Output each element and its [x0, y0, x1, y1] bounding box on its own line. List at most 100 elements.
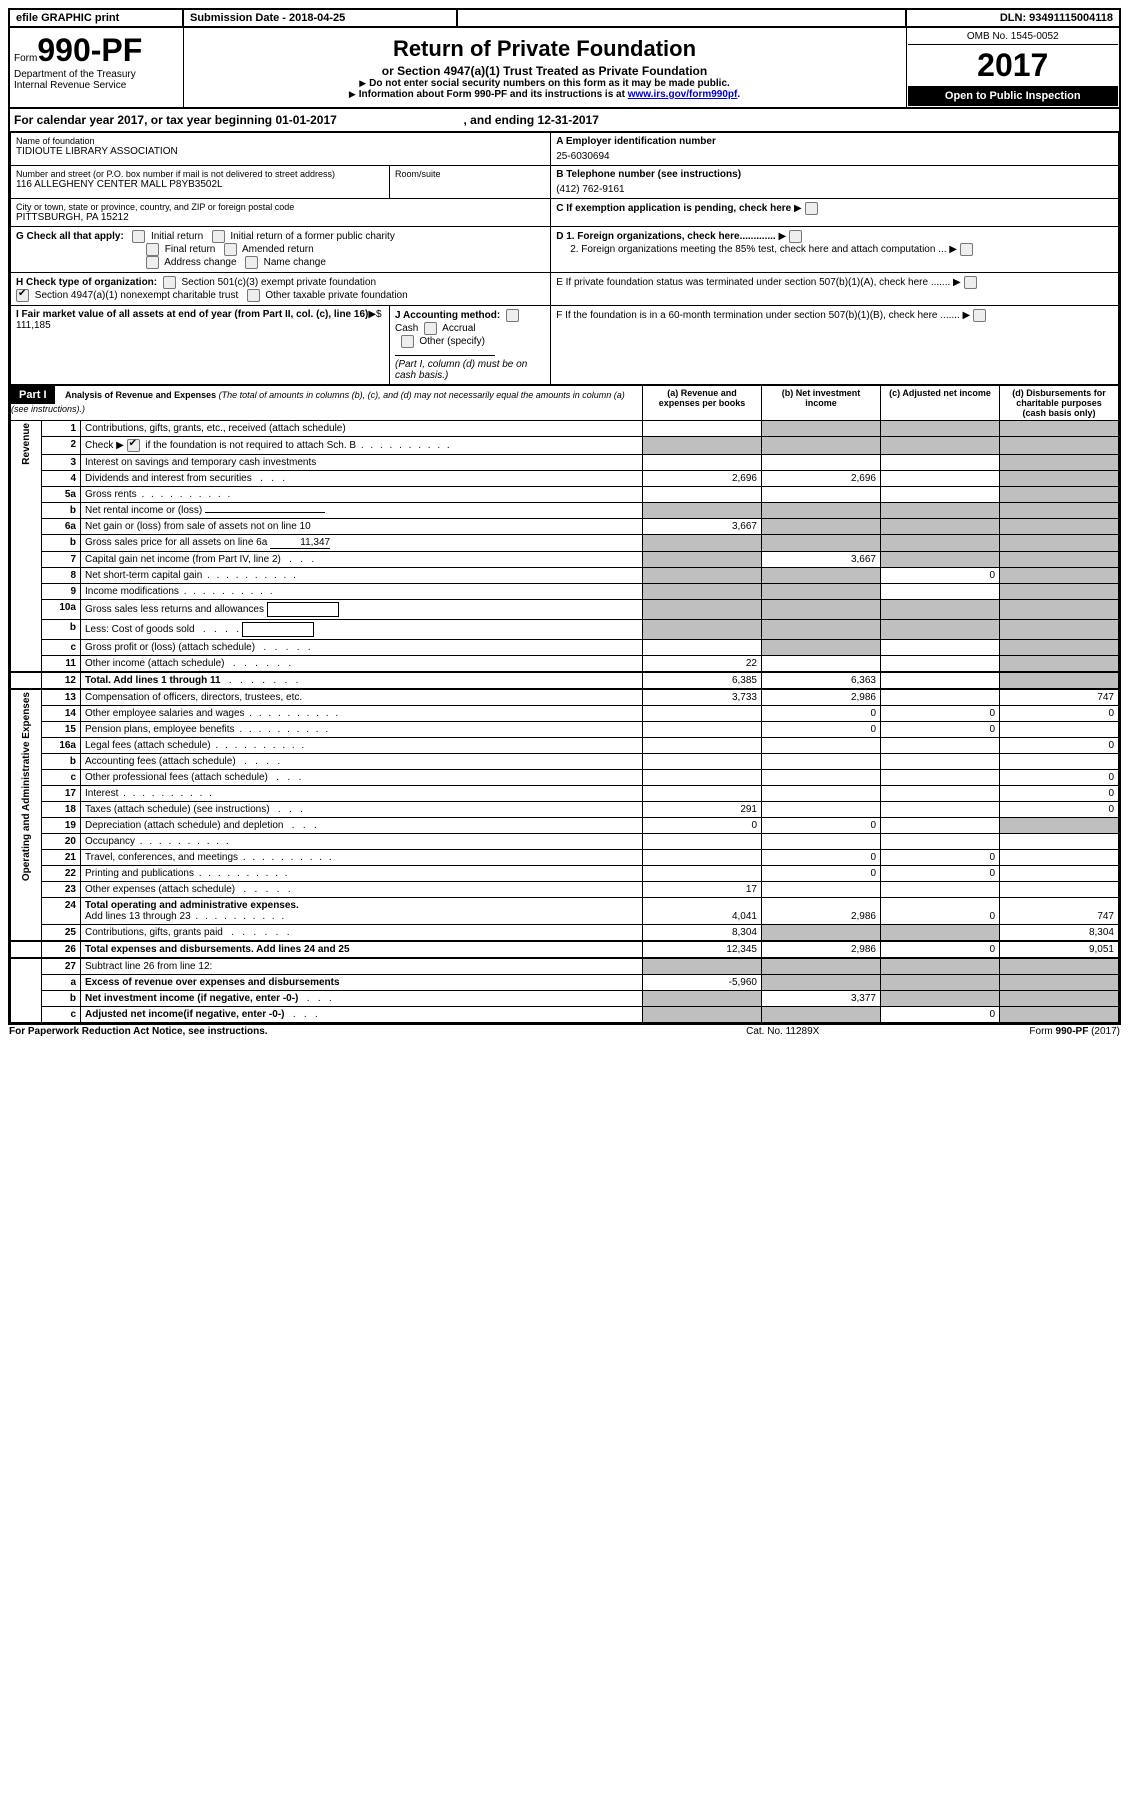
- box-c-check[interactable]: [805, 202, 818, 215]
- footer-mid: Cat. No. 11289X: [685, 1025, 880, 1038]
- topbar-row: efile GRAPHIC print Submission Date - 20…: [9, 9, 1120, 27]
- l15-desc: Pension plans, employee benefits: [81, 722, 643, 738]
- box-j-cell: J Accounting method: Cash Accrual Other …: [390, 306, 551, 385]
- check-address[interactable]: [146, 256, 159, 269]
- opt-initial: Initial return: [151, 231, 203, 242]
- line-14: 14Other employee salaries and wages000: [11, 706, 1119, 722]
- line-16b: bAccounting fees (attach schedule) . . .…: [11, 754, 1119, 770]
- room-label: Room/suite: [395, 169, 545, 179]
- box-h-label: H Check type of organization:: [16, 277, 157, 288]
- l16c-desc: Other professional fees (attach schedule…: [81, 770, 643, 786]
- check-d1[interactable]: [789, 230, 802, 243]
- box-e-cell: E If private foundation status was termi…: [551, 273, 1119, 306]
- name-label: Name of foundation: [16, 136, 545, 146]
- line-6b: bGross sales price for all assets on lin…: [11, 535, 1119, 552]
- line-6a: 6aNet gain or (loss) from sale of assets…: [11, 519, 1119, 535]
- check-h1[interactable]: [163, 276, 176, 289]
- line-9: 9Income modifications: [11, 584, 1119, 600]
- check-e[interactable]: [964, 276, 977, 289]
- l16b-desc: Accounting fees (attach schedule) . . . …: [81, 754, 643, 770]
- l1-desc: Contributions, gifts, grants, etc., rece…: [81, 421, 643, 437]
- form-990pf: efile GRAPHIC print Submission Date - 20…: [8, 8, 1121, 1025]
- l27b-desc: Net investment income (if negative, ente…: [81, 991, 643, 1007]
- l6a-desc: Net gain or (loss) from sale of assets n…: [81, 519, 643, 535]
- check-d2[interactable]: [960, 243, 973, 256]
- check-schb[interactable]: [127, 439, 140, 452]
- box-c-label: C If exemption application is pending, c…: [556, 203, 791, 214]
- opt-final: Final return: [165, 244, 216, 255]
- check-name[interactable]: [245, 256, 258, 269]
- box-j-note: (Part I, column (d) must be on cash basi…: [395, 359, 527, 381]
- line-11: 11Other income (attach schedule) . . . .…: [11, 656, 1119, 673]
- header-row: Form990-PF Department of the Treasury In…: [9, 27, 1120, 108]
- l18-desc: Taxes (attach schedule) (see instruction…: [81, 802, 643, 818]
- line-25: 25Contributions, gifts, grants paid . . …: [11, 925, 1119, 942]
- l9-desc: Income modifications: [81, 584, 643, 600]
- line-10c: cGross profit or (loss) (attach schedule…: [11, 640, 1119, 656]
- l3-desc: Interest on savings and temporary cash i…: [81, 455, 643, 471]
- irs-link[interactable]: www.irs.gov/form990pf: [628, 89, 738, 100]
- check-other[interactable]: [401, 335, 414, 348]
- check-f[interactable]: [973, 309, 986, 322]
- line-27a: aExcess of revenue over expenses and dis…: [11, 975, 1119, 991]
- check-amended[interactable]: [224, 243, 237, 256]
- l8-desc: Net short-term capital gain: [81, 568, 643, 584]
- line-8: 8Net short-term capital gain0: [11, 568, 1119, 584]
- form-subtitle: or Section 4947(a)(1) Trust Treated as P…: [190, 64, 900, 78]
- addr-label: Number and street (or P.O. box number if…: [16, 169, 384, 179]
- check-initial-return[interactable]: [132, 230, 145, 243]
- box-g-cell: G Check all that apply: Initial return I…: [11, 227, 551, 273]
- check-initial-former[interactable]: [212, 230, 225, 243]
- form-title-cell: Return of Private Foundation or Section …: [183, 27, 906, 108]
- l22-desc: Printing and publications: [81, 866, 643, 882]
- omb-number: OMB No. 1545-0052: [908, 29, 1119, 45]
- l19-desc: Depreciation (attach schedule) and deple…: [81, 818, 643, 834]
- l13-desc: Compensation of officers, directors, tru…: [81, 689, 643, 706]
- check-h2[interactable]: [16, 289, 29, 302]
- line-2: 2Check ▶ if the foundation is not requir…: [11, 437, 1119, 455]
- form-title: Return of Private Foundation: [190, 36, 900, 62]
- footer-left: For Paperwork Reduction Act Notice, see …: [8, 1025, 685, 1038]
- opt-former: Initial return of a former public charit…: [230, 231, 395, 242]
- l10c-desc: Gross profit or (loss) (attach schedule)…: [81, 640, 643, 656]
- cal-begin: For calendar year 2017, or tax year begi…: [14, 113, 337, 127]
- expenses-label: Operating and Administrative Expenses: [11, 689, 42, 941]
- line-5a: 5aGross rents: [11, 487, 1119, 503]
- box-j-label: J Accounting method:: [395, 310, 500, 321]
- line-27: 27Subtract line 26 from line 12:: [11, 958, 1119, 975]
- box-e-label: E If private foundation status was termi…: [556, 277, 950, 288]
- l10a-input[interactable]: [267, 602, 339, 617]
- submission-date: Submission Date - 2018-04-25: [183, 9, 457, 27]
- check-h3[interactable]: [247, 289, 260, 302]
- form-number: 990-PF: [37, 32, 142, 68]
- line-10b: bLess: Cost of goods sold . . . .: [11, 620, 1119, 640]
- opt-cash: Cash: [395, 323, 418, 334]
- l20-desc: Occupancy: [81, 834, 643, 850]
- l23-desc: Other expenses (attach schedule) . . . .…: [81, 882, 643, 898]
- check-cash[interactable]: [506, 309, 519, 322]
- opt-accrual: Accrual: [442, 323, 475, 334]
- revenue-label: Revenue: [11, 421, 42, 673]
- l14-desc: Other employee salaries and wages: [81, 706, 643, 722]
- check-accrual[interactable]: [424, 322, 437, 335]
- l21-desc: Travel, conferences, and meetings: [81, 850, 643, 866]
- dln: DLN: 93491115004118: [906, 9, 1120, 27]
- part1-title: Analysis of Revenue and Expenses: [65, 390, 216, 400]
- addr-value: 116 ALLEGHENY CENTER MALL P8YB3502L: [16, 179, 384, 190]
- l27c-desc: Adjusted net income(if negative, enter -…: [81, 1007, 643, 1023]
- part1-badge: Part I: [11, 386, 55, 404]
- l10b-input[interactable]: [242, 622, 314, 637]
- l10a-desc: Gross sales less returns and allowances: [81, 600, 643, 620]
- l17-desc: Interest: [81, 786, 643, 802]
- topbar-spacer: [457, 9, 906, 27]
- l16a-desc: Legal fees (attach schedule): [81, 738, 643, 754]
- check-final[interactable]: [146, 243, 159, 256]
- line-4: 4Dividends and interest from securities …: [11, 471, 1119, 487]
- box-d2: 2. Foreign organizations meeting the 85%…: [570, 244, 946, 255]
- addr-cell: Number and street (or P.O. box number if…: [11, 166, 390, 199]
- efile-print-btn[interactable]: efile GRAPHIC print: [9, 9, 183, 27]
- box-g-label: G Check all that apply:: [16, 231, 124, 242]
- line-23: 23Other expenses (attach schedule) . . .…: [11, 882, 1119, 898]
- l7-desc: Capital gain net income (from Part IV, l…: [81, 552, 643, 568]
- info-grid: Name of foundation TIDIOUTE LIBRARY ASSO…: [10, 132, 1119, 385]
